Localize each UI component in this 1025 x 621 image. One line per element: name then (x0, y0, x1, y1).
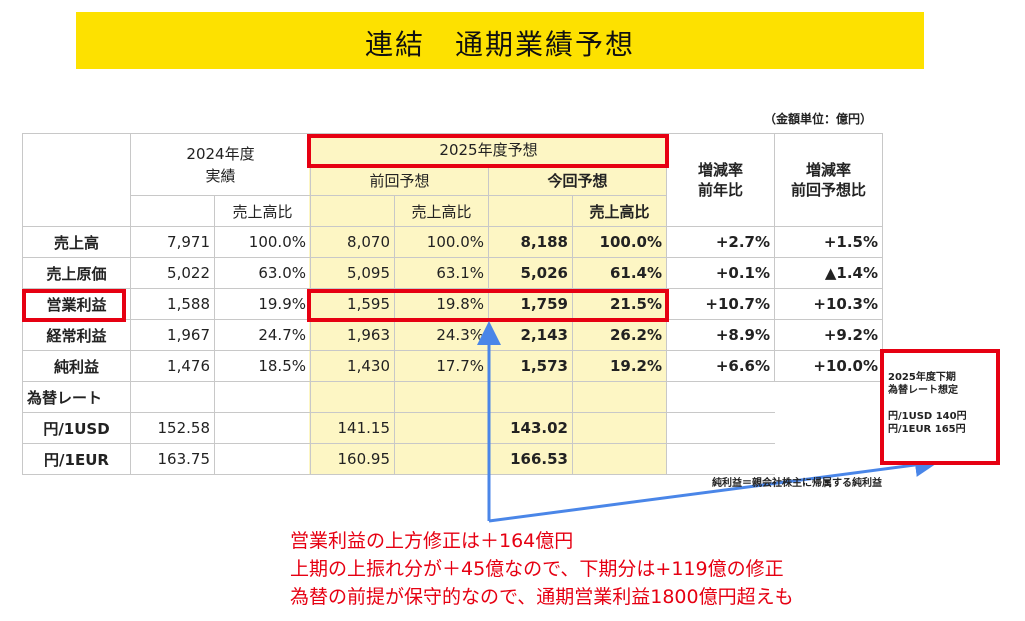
fx-label: 為替レート (22, 381, 131, 413)
fy2025-header-highlight (307, 134, 669, 168)
fx-eur-row: 円/1EUR 163.75 160.95 166.53 (22, 443, 883, 475)
row-label: 純利益 (22, 350, 131, 382)
cell-ratio-2024: 19.9% (214, 288, 311, 320)
title-bar: 連結 通期業績予想 (76, 12, 924, 69)
cell-yoy: +0.1% (666, 257, 775, 289)
header-yoy: 増減率 前年比 (666, 133, 775, 227)
cell-ratio-cur: 26.2% (572, 319, 667, 351)
cell-ratio-cur: 21.5% (572, 288, 667, 320)
table-row: 営業利益 1,588 19.9% 1,595 19.8% 1,759 21.5%… (22, 288, 883, 320)
commentary-line: 為替の前提が保守的なので、通期営業利益1800億円超えも (290, 586, 794, 608)
fx-usd-cur: 143.02 (488, 412, 573, 444)
cell-prev: 8,070 (310, 226, 395, 258)
fx-eur-label: 円/1EUR (22, 443, 131, 475)
fx-usd-2024: 152.58 (130, 412, 215, 444)
cell-cur: 1,573 (488, 350, 573, 382)
fx-label-row: 為替レート (22, 381, 883, 413)
cell-2024: 1,588 (130, 288, 215, 320)
commentary-text: 営業利益の上方修正は＋164億円 上期の上振れ分が＋45億なので、下期分は+11… (290, 527, 794, 611)
header-vs-prev: 増減率 前回予想比 (774, 133, 883, 227)
cell-prev: 5,095 (310, 257, 395, 289)
fx-eur-cur: 166.53 (488, 443, 573, 475)
fx-eur-2024: 163.75 (130, 443, 215, 475)
cell-2024: 1,476 (130, 350, 215, 382)
fx-assumption-line: 円/1USD 140円 (888, 411, 967, 422)
cell-yoy: +2.7% (666, 226, 775, 258)
cell-ratio-2024: 24.7% (214, 319, 311, 351)
cell-cur: 5,026 (488, 257, 573, 289)
fx-eur-prev: 160.95 (310, 443, 395, 475)
arrow-right-line (488, 453, 939, 523)
header-fy2024: 2024年度 実績 (130, 133, 311, 196)
cell-yoy: +10.7% (666, 288, 775, 320)
fx-assumption-line: 円/1EUR 165円 (888, 424, 966, 435)
fx-assumption-line: 2025年度下期 (888, 372, 956, 383)
cell-ratio-prev: 17.7% (394, 350, 489, 382)
operating-profit-forecast-highlight (307, 289, 669, 322)
page-title: 連結 通期業績予想 (364, 28, 635, 61)
fx-assumption-box: 2025年度下期 為替レート想定 円/1USD 140円 円/1EUR 165円 (880, 349, 1000, 465)
commentary-line: 上期の上振れ分が＋45億なので、下期分は+119億の修正 (290, 558, 784, 580)
net-income-footnote: 純利益＝親会社株主に帰属する純利益 (712, 478, 882, 489)
unit-note: （金額単位：億円） (764, 112, 873, 126)
commentary-line: 営業利益の上方修正は＋164億円 (290, 530, 574, 552)
cell-cur: 8,188 (488, 226, 573, 258)
blank-cell (310, 195, 395, 227)
table-row: 純利益 1,476 18.5% 1,430 17.7% 1,573 19.2% … (22, 350, 883, 382)
operating-profit-label-highlight (22, 289, 126, 322)
cell-vs-prev: +10.3% (774, 288, 883, 320)
cell-2024: 7,971 (130, 226, 215, 258)
fx-assumption-line: 為替レート想定 (888, 385, 958, 396)
cell-vs-prev: +10.0% (774, 350, 883, 382)
cell-yoy: +8.9% (666, 319, 775, 351)
cell-ratio-prev: 63.1% (394, 257, 489, 289)
cell-ratio-cur: 19.2% (572, 350, 667, 382)
cell-prev: 1,430 (310, 350, 395, 382)
blank-cell (488, 195, 573, 227)
header-row-3: 売上高比 売上高比 売上高比 (23, 195, 883, 227)
table-row: 売上高 7,971 100.0% 8,070 100.0% 8,188 100.… (22, 226, 883, 258)
header-current: 今回予想 (488, 164, 667, 196)
cell-vs-prev: +1.5% (774, 226, 883, 258)
header-ratio-cur: 売上高比 (572, 195, 667, 227)
blank-cell (130, 195, 215, 227)
cell-ratio-2024: 100.0% (214, 226, 311, 258)
fx-usd-label: 円/1USD (22, 412, 131, 444)
header-ratio-prev: 売上高比 (394, 195, 489, 227)
